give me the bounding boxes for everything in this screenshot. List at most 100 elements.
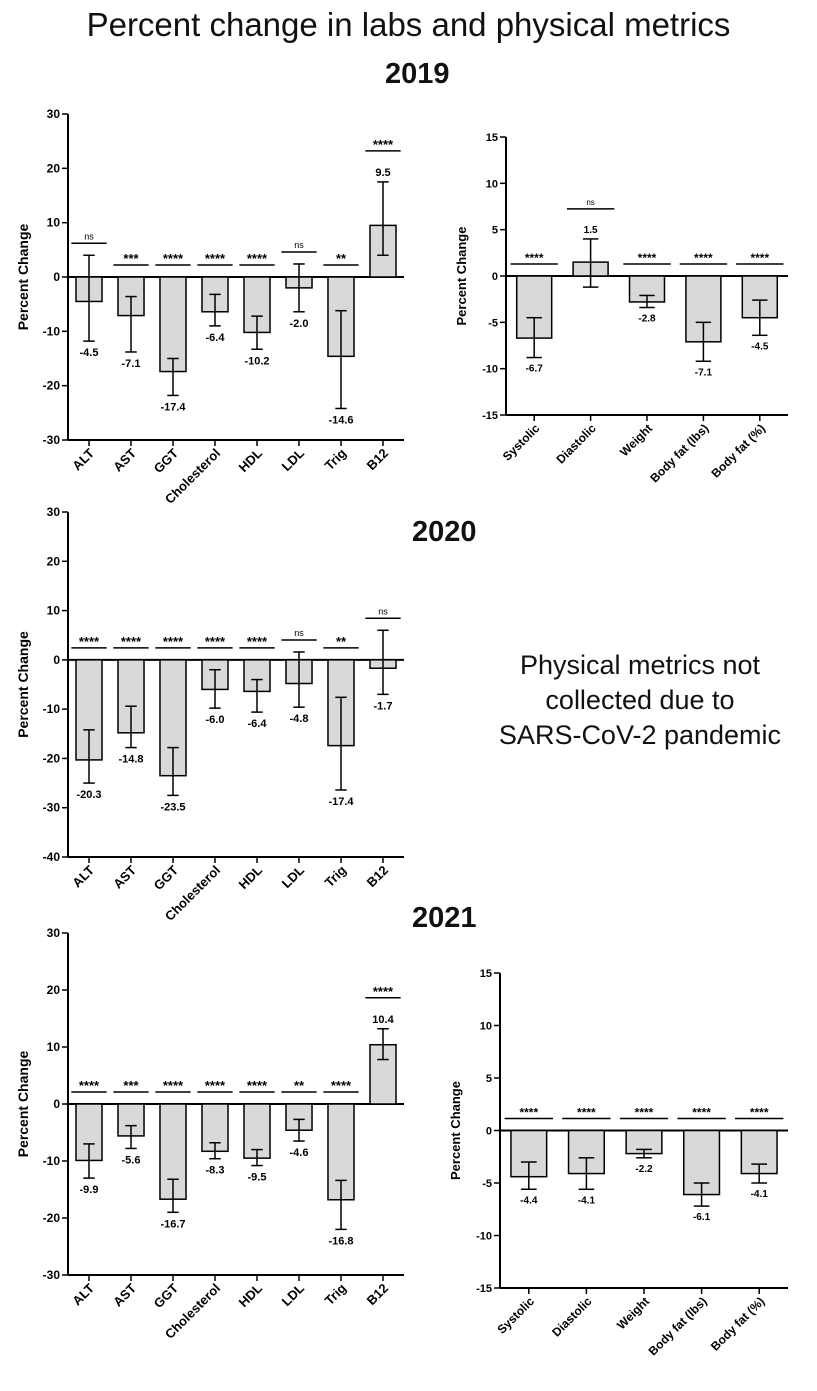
y-axis-label: Percent Change: [15, 631, 31, 738]
y-tick-label: 15: [480, 968, 492, 980]
data-label: -2.8: [638, 314, 656, 325]
y-tick-label: -30: [43, 433, 61, 447]
data-label: 9.5: [375, 167, 390, 179]
x-tick-label: B12: [364, 446, 391, 473]
x-tick-label: AST: [110, 445, 139, 474]
data-label: -5.6: [122, 1154, 141, 1166]
significance-label: ns: [294, 240, 304, 250]
y-tick-label: 10: [480, 1021, 492, 1033]
x-tick-label: ALT: [69, 862, 97, 890]
data-label: -4.8: [290, 713, 309, 725]
y-tick-label: -10: [43, 1154, 61, 1168]
year-label-2020: 2020: [412, 516, 477, 548]
y-tick-label: -10: [43, 702, 61, 716]
y-tick-label: 30: [47, 107, 61, 121]
significance-label: **: [336, 634, 347, 649]
significance-label: ****: [373, 137, 394, 152]
significance-label: ****: [373, 984, 394, 999]
significance-label: ****: [638, 251, 657, 265]
figure-title: Percent change in labs and physical metr…: [86, 6, 731, 43]
note-line-3: SARS-CoV-2 pandemic: [498, 720, 782, 750]
y-tick-label: 5: [486, 1073, 492, 1085]
data-label: -9.5: [248, 1172, 267, 1184]
y-tick-label: -5: [482, 1178, 492, 1190]
data-label: -2.0: [290, 318, 309, 330]
significance-label: ****: [205, 251, 226, 266]
pandemic-note: Physical metrics not collected due to SA…: [470, 648, 810, 753]
significance-label: ****: [163, 634, 184, 649]
data-label: -4.5: [751, 341, 769, 352]
significance-label: ****: [163, 251, 184, 266]
data-label: -20.3: [76, 789, 101, 801]
x-tick-label: AST: [110, 862, 139, 891]
data-label: -6.4: [206, 332, 226, 344]
y-tick-label: 10: [47, 216, 61, 230]
significance-label: ns: [586, 198, 594, 207]
note-line-2: collected due to: [545, 685, 735, 715]
y-tick-label: -20: [43, 379, 61, 393]
data-label: 10.4: [372, 1014, 394, 1026]
y-tick-label: -30: [43, 1268, 61, 1282]
data-label: -4.1: [751, 1189, 769, 1200]
significance-label: ***: [123, 1078, 139, 1093]
significance-label: ****: [692, 1106, 711, 1120]
significance-label: ****: [694, 251, 713, 265]
data-label: -6.7: [526, 364, 544, 375]
y-axis-label: Percent Change: [448, 1081, 463, 1180]
x-tick-label: GGT: [151, 445, 182, 476]
significance-label: ****: [750, 251, 769, 265]
data-label: -7.1: [122, 358, 141, 370]
data-label: -4.1: [578, 1195, 596, 1206]
y-tick-label: 0: [53, 653, 60, 667]
x-tick-label: B12: [364, 863, 391, 890]
significance-label: ****: [577, 1106, 596, 1120]
x-tick-label: Trig: [322, 1280, 350, 1308]
x-tick-label: B12: [364, 1281, 391, 1308]
significance-label: ****: [121, 634, 142, 649]
y-tick-label: 20: [47, 554, 61, 568]
chart-physical-2021: -15 -10 -5 0 5 10 15 Percent Change -4.4 **** Syst…: [448, 968, 788, 1358]
data-label: -2.2: [635, 1164, 653, 1175]
note-line-1: Physical metrics not: [519, 650, 761, 680]
x-tick-label: Body fat (%): [708, 1294, 767, 1353]
data-label: -10.2: [244, 355, 269, 367]
x-tick-label: ALT: [69, 445, 97, 473]
x-tick-label: Body fat (%): [709, 421, 768, 480]
data-label: -8.3: [206, 1165, 225, 1177]
significance-label: ****: [247, 634, 268, 649]
significance-label: ****: [519, 1106, 538, 1120]
significance-label: ****: [205, 634, 226, 649]
significance-label: ****: [205, 1078, 226, 1093]
y-tick-label: 5: [492, 225, 498, 237]
y-tick-label: 0: [53, 1097, 60, 1111]
y-tick-label: 10: [47, 604, 61, 618]
significance-label: ****: [750, 1106, 769, 1120]
year-label-2019: 2019: [385, 58, 450, 90]
significance-label: ns: [84, 231, 94, 241]
y-tick-label: 0: [53, 270, 60, 284]
chart-labs-2021: -30 -20 -10 0 10 20 30 Percent Change -9.9 **** AL…: [15, 926, 404, 1342]
chart-labs-2019: -30 -20 -10 0 10 20 30 Percent Change -4.5 ns ALT -…: [15, 107, 404, 507]
significance-label: ****: [525, 251, 544, 265]
x-tick-label: Trig: [322, 862, 350, 890]
data-label: -16.7: [160, 1218, 185, 1230]
significance-label: ****: [635, 1106, 654, 1120]
x-tick-label: Trig: [322, 445, 350, 473]
significance-label: ****: [247, 1078, 268, 1093]
x-tick-label: Weight: [614, 1294, 652, 1332]
data-label: -23.5: [160, 801, 185, 813]
significance-label: **: [294, 1078, 305, 1093]
data-label: -4.4: [520, 1195, 538, 1206]
data-label: -6.1: [693, 1212, 711, 1223]
significance-label: ns: [378, 606, 388, 616]
y-tick-label: 0: [492, 271, 498, 283]
y-tick-label: -10: [482, 364, 498, 376]
data-label: -6.0: [206, 714, 225, 726]
y-tick-label: -15: [476, 1283, 492, 1295]
y-tick-label: 0: [486, 1126, 492, 1138]
x-tick-label: Systolic: [500, 421, 543, 464]
data-label: -14.8: [118, 754, 143, 766]
significance-label: ****: [247, 251, 268, 266]
significance-label: **: [336, 251, 347, 266]
